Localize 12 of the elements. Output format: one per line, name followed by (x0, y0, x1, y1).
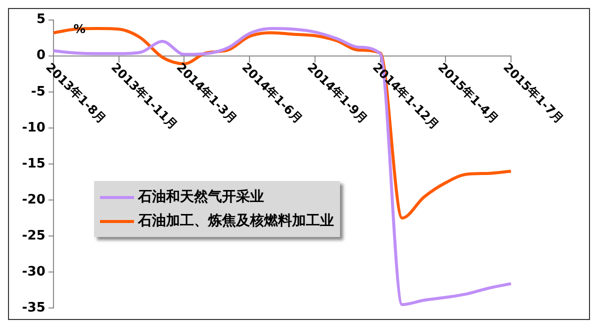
legend-label: 石油加工、炼焦及核燃料加工业 (138, 212, 334, 230)
legend-label: 石油和天然气开采业 (138, 188, 264, 206)
y-tick-label: -10 (22, 120, 46, 136)
y-tick-label: -20 (22, 192, 46, 208)
y-tick-label: 0 (36, 48, 46, 64)
y-axis-title: % (73, 22, 86, 36)
y-tick-label: -5 (31, 84, 46, 100)
y-tick-label: 5 (36, 12, 46, 28)
y-tick-label: -15 (22, 156, 46, 172)
y-tick-label: -25 (22, 228, 46, 244)
y-tick-label: -35 (22, 300, 46, 316)
y-tick-label: -30 (22, 264, 46, 280)
